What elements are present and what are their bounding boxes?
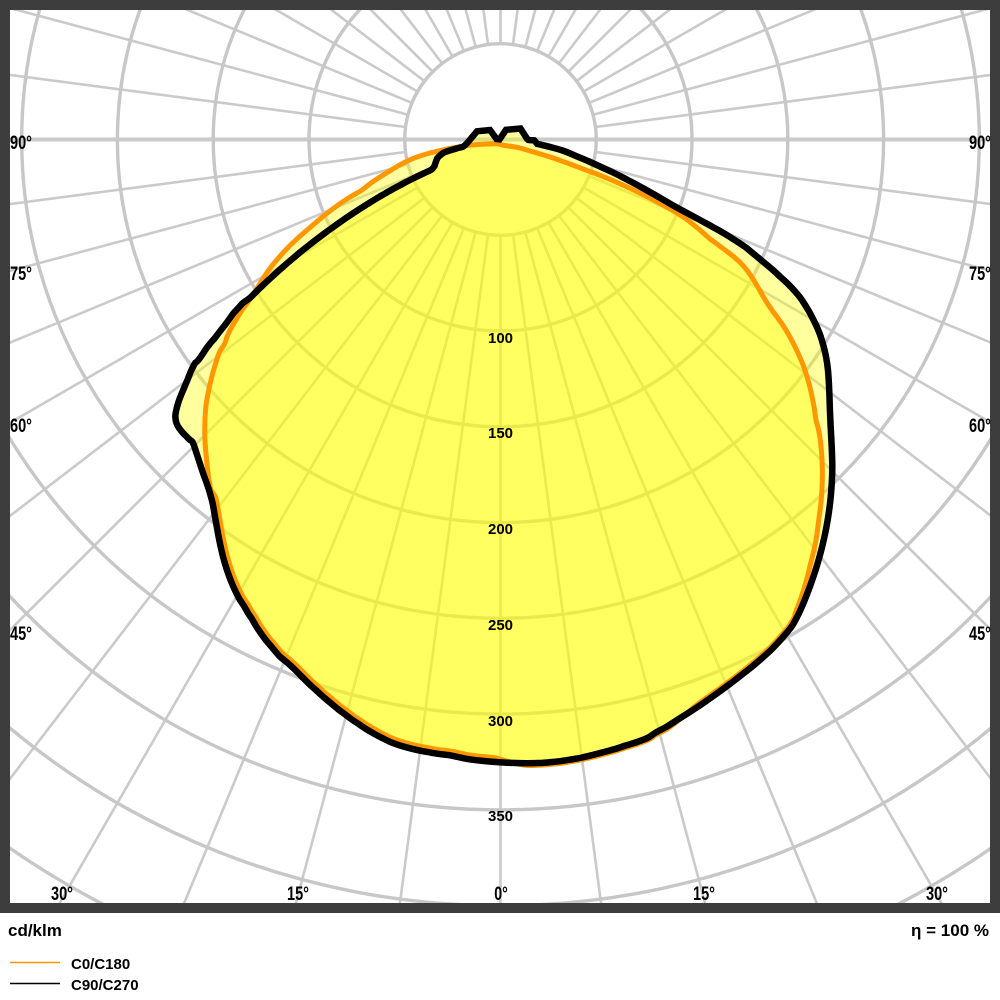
svg-text:η = 100 %: η = 100 % [911, 921, 989, 940]
svg-text:60°: 60° [969, 416, 991, 437]
svg-text:cd/klm: cd/klm [8, 921, 62, 940]
svg-text:60°: 60° [10, 416, 32, 437]
svg-text:100: 100 [488, 330, 513, 347]
svg-text:300: 300 [488, 713, 513, 730]
svg-text:90°: 90° [969, 133, 991, 154]
svg-text:15°: 15° [693, 884, 715, 905]
svg-text:350: 350 [488, 808, 513, 825]
svg-text:75°: 75° [969, 264, 991, 285]
svg-text:45°: 45° [969, 624, 991, 645]
svg-text:C0/C180: C0/C180 [71, 956, 130, 973]
svg-text:250: 250 [488, 617, 513, 634]
svg-text:150: 150 [488, 425, 513, 442]
svg-text:C90/C270: C90/C270 [71, 977, 139, 994]
svg-text:200: 200 [488, 521, 513, 538]
svg-text:0°: 0° [494, 884, 508, 905]
svg-text:30°: 30° [51, 884, 73, 905]
svg-text:30°: 30° [926, 884, 948, 905]
svg-text:15°: 15° [287, 884, 309, 905]
svg-text:75°: 75° [10, 264, 32, 285]
svg-text:45°: 45° [10, 624, 32, 645]
svg-text:90°: 90° [10, 133, 32, 154]
